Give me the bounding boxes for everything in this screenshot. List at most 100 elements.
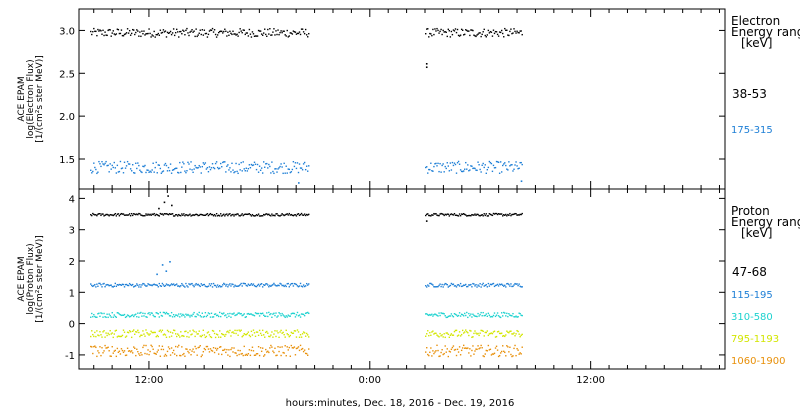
data-point — [200, 335, 202, 338]
data-point — [297, 331, 300, 333]
data-point — [152, 213, 154, 216]
data-point — [296, 329, 299, 331]
data-point — [198, 164, 200, 167]
data-point — [207, 348, 210, 350]
data-point — [244, 333, 246, 336]
data-point — [286, 346, 288, 348]
data-point — [170, 347, 173, 349]
data-point — [479, 168, 481, 171]
data-point — [518, 214, 520, 216]
data-point — [103, 330, 105, 332]
data-point — [434, 163, 436, 165]
data-point — [223, 334, 225, 336]
data-point — [94, 30, 96, 33]
data-point — [133, 286, 135, 288]
data-point — [457, 34, 460, 37]
data-point — [269, 165, 271, 168]
data-point — [231, 214, 233, 216]
data-point — [480, 344, 482, 347]
data-point — [483, 213, 485, 215]
data-point — [480, 286, 482, 288]
data-point — [187, 161, 189, 164]
data-point — [111, 332, 113, 334]
data-point — [257, 29, 260, 32]
data-point — [490, 283, 493, 286]
data-point — [474, 213, 476, 215]
x-tick-label: 12:00 — [576, 375, 605, 386]
data-point — [509, 314, 511, 316]
data-point — [177, 171, 179, 174]
data-point — [201, 354, 203, 356]
data-point — [211, 316, 214, 318]
data-point — [447, 315, 449, 318]
data-point — [95, 30, 97, 33]
data-point — [453, 162, 456, 164]
data-point — [246, 332, 249, 335]
data-point — [157, 164, 159, 166]
data-point — [134, 213, 136, 215]
data-point — [498, 332, 501, 335]
data-point — [428, 314, 430, 317]
data-point — [264, 28, 266, 30]
data-point — [115, 33, 118, 35]
data-point — [162, 311, 165, 314]
data-point — [244, 213, 246, 215]
data-point — [434, 313, 436, 315]
data-point — [261, 329, 264, 332]
data-point — [496, 213, 499, 216]
data-point — [159, 311, 162, 314]
data-point — [161, 213, 164, 215]
data-point — [224, 314, 226, 317]
data-point — [449, 315, 452, 317]
data-point — [240, 214, 242, 216]
data-point — [253, 35, 256, 37]
data-point — [154, 284, 156, 286]
data-point — [517, 330, 519, 333]
data-point — [142, 33, 144, 35]
data-point — [182, 334, 184, 337]
data-point — [512, 213, 514, 216]
data-point — [460, 333, 463, 336]
data-point — [180, 284, 182, 287]
data-point — [510, 164, 512, 166]
data-point — [113, 161, 115, 164]
data-point — [149, 284, 151, 286]
data-point — [493, 213, 496, 215]
data-point — [431, 313, 433, 315]
data-point — [156, 273, 158, 276]
data-point — [264, 354, 266, 356]
data-point — [272, 214, 274, 217]
data-point — [492, 314, 495, 317]
data-point — [430, 33, 432, 35]
data-point — [234, 329, 236, 332]
data-point — [230, 32, 232, 35]
data-point — [113, 350, 115, 352]
data-point — [124, 33, 127, 35]
data-point — [101, 312, 103, 315]
data-point — [234, 284, 236, 286]
data-point — [517, 284, 519, 287]
data-point — [500, 283, 503, 285]
data-point — [120, 284, 123, 286]
data-point — [447, 213, 449, 215]
data-point — [146, 32, 148, 35]
legend-entry-310-580: 310-580 — [731, 312, 773, 323]
data-point — [172, 329, 175, 331]
data-point — [499, 332, 502, 335]
data-point — [259, 169, 262, 172]
data-point — [120, 335, 123, 338]
data-point — [160, 348, 163, 351]
data-point — [493, 285, 496, 288]
data-point — [200, 355, 202, 358]
data-point — [428, 36, 430, 38]
y-axis-label: ACE EPAMlog(Proton Flux)[1/(cm²s ster Me… — [17, 235, 45, 322]
data-point — [450, 348, 453, 351]
legend-title-line: Energy ranges — [731, 25, 800, 39]
data-point — [170, 283, 173, 285]
data-point — [443, 214, 445, 217]
data-point — [167, 346, 170, 348]
data-point — [169, 315, 172, 317]
data-point — [215, 349, 218, 351]
data-point — [116, 28, 119, 30]
data-point — [223, 312, 225, 314]
